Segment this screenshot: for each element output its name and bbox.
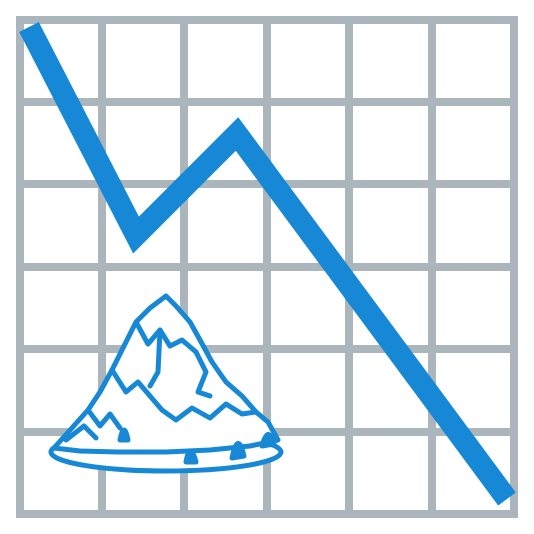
iceberg-ridge-4 (193, 349, 213, 399)
iceberg-ridge-5 (85, 407, 123, 431)
iceberg-ridge-3 (109, 367, 165, 413)
iceberg-drip-3 (229, 441, 247, 461)
iceberg-ridge-1 (133, 319, 199, 355)
iceberg-ridge-7 (63, 423, 99, 443)
iceberg-drip-4 (259, 432, 277, 449)
iceberg-drip-1 (117, 427, 131, 443)
iceberg-drip-2 (183, 448, 199, 465)
trend-line-decreasing (19, 21, 516, 506)
iceberg-ridge-6 (159, 401, 259, 423)
iceberg-icon (48, 293, 284, 474)
iceberg-ridge-2 (147, 327, 163, 389)
